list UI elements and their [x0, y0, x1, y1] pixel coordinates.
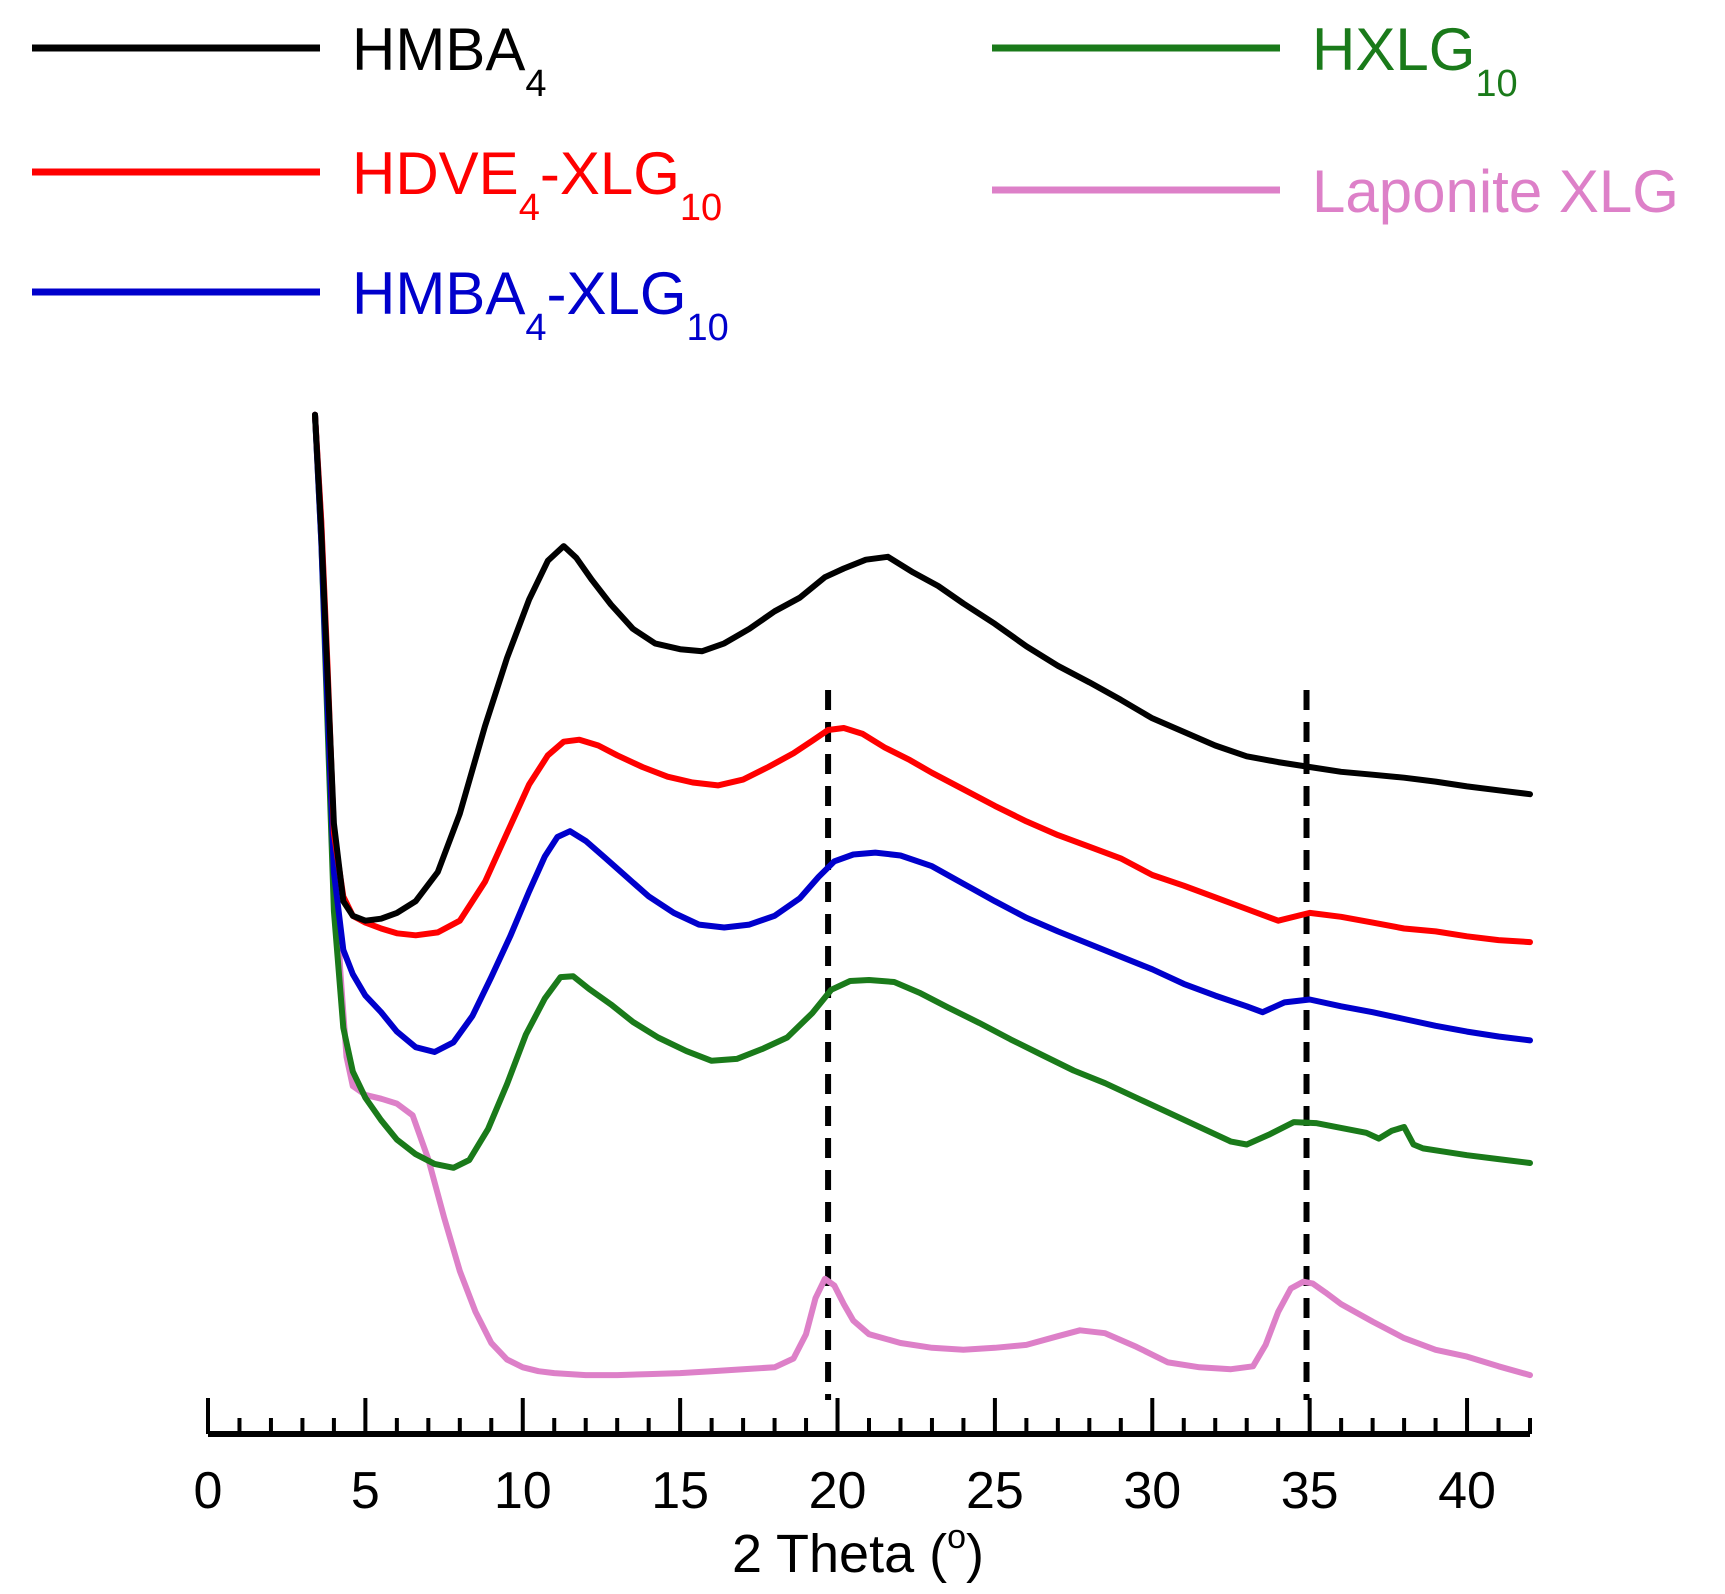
plot-area: [312, 411, 1533, 1400]
legend-item-laponite-xlg: Laponite XLG: [992, 158, 1679, 225]
series-line-hmba4: [312, 411, 1533, 924]
legend-label: HMBA4: [352, 16, 547, 105]
legend: HMBA4 HDVE4-XLG10 HMBA4-XLG10 HXLG10 Laponit…: [32, 16, 1679, 349]
x-tick-label: 20: [809, 1462, 867, 1520]
x-axis-title: 2 Theta (o): [732, 1518, 984, 1584]
x-tick-label: 0: [194, 1462, 223, 1520]
x-tick-label: 10: [494, 1462, 552, 1520]
legend-item-hmba4-xlg10: HMBA4-XLG10: [32, 260, 729, 349]
x-tick-label: 25: [966, 1462, 1024, 1520]
series-line-hmba4-xlg10: [312, 411, 1533, 1055]
x-tick-label: 5: [351, 1462, 380, 1520]
x-tick-label: 35: [1281, 1462, 1339, 1520]
x-axis: 0 5 10 15 20 25 30 35 40 2 Theta (o): [194, 1398, 1532, 1584]
legend-label: HMBA4-XLG10: [352, 260, 729, 349]
x-tick-label: 30: [1123, 1462, 1181, 1520]
legend-label: HDVE4-XLG10: [352, 140, 722, 229]
x-tick-label: 40: [1438, 1462, 1496, 1520]
series-line-hdve4-xlg10: [312, 411, 1533, 946]
legend-item-hxlg10: HXLG10: [992, 16, 1518, 105]
series-line-laponite-xlg: [312, 411, 1533, 1379]
series-line-hxlg10: [312, 411, 1533, 1171]
x-tick-label: 15: [651, 1462, 709, 1520]
legend-label: HXLG10: [1312, 16, 1518, 105]
legend-item-hmba4: HMBA4: [32, 16, 547, 105]
legend-label: Laponite XLG: [1312, 158, 1679, 225]
legend-item-hdve4-xlg10: HDVE4-XLG10: [32, 140, 722, 229]
